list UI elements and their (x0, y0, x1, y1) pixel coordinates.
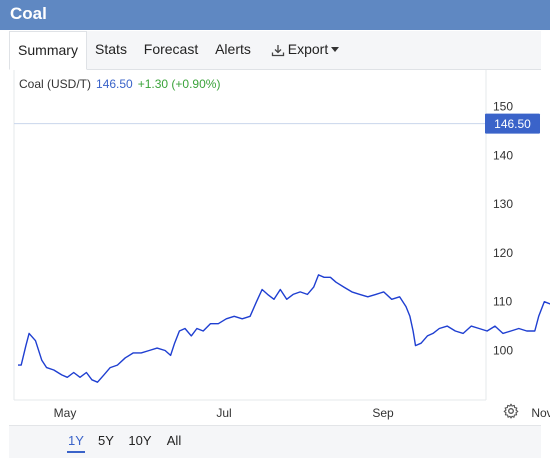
tab-summary[interactable]: Summary (9, 31, 87, 70)
plot-frame (13, 70, 487, 401)
instrument-name: Coal (USD/T) (19, 77, 92, 91)
tab-stats[interactable]: Stats (93, 31, 129, 69)
x-tick-label: Nov (531, 406, 550, 420)
caret-down-icon (331, 47, 340, 53)
range-5y-button[interactable]: 5Y (97, 433, 115, 448)
tab-alerts-label: Alerts (215, 41, 251, 57)
x-tick-label: Sep (372, 406, 394, 420)
export-label: Export (287, 41, 329, 57)
x-tick-label: May (54, 406, 77, 420)
quote-line: Coal (USD/T) 146.50 +1.30 (+0.90%) (19, 77, 220, 91)
y-tick-label: 100 (493, 344, 513, 358)
y-tick-label: 150 (493, 100, 513, 114)
export-menu-button[interactable]: Export (267, 31, 343, 69)
range-selector: 1Y 5Y 10Y All (9, 425, 541, 458)
series-line (18, 274, 550, 383)
last-price-tag-box (485, 113, 540, 134)
range-all-label: All (166, 433, 182, 448)
range-10y-label: 10Y (128, 433, 152, 448)
window-title: Coal (10, 4, 47, 23)
y-tick-label: 140 (493, 148, 513, 162)
tab-stats-label: Stats (95, 41, 127, 57)
y-tick-label: 130 (493, 197, 513, 211)
x-axis: MayJulSepNov2026Mar (54, 406, 550, 420)
download-icon (271, 44, 284, 56)
y-axis: 150 140 130 120 110 100 (493, 100, 513, 358)
range-1y-label: 1Y (68, 433, 84, 448)
title-bar: Coal (0, 0, 550, 30)
tab-forecast[interactable]: Forecast (143, 31, 199, 69)
gear-icon[interactable] (503, 403, 519, 419)
x-tick-label: Jul (216, 406, 231, 420)
last-price: 146.50 (96, 77, 133, 91)
range-10y-button[interactable]: 10Y (127, 433, 153, 448)
y-tick-label: 120 (493, 246, 513, 260)
tab-summary-label: Summary (18, 42, 78, 58)
range-5y-label: 5Y (98, 433, 114, 448)
tab-forecast-label: Forecast (143, 41, 199, 57)
price-change: +1.30 (+0.90%) (137, 77, 221, 91)
range-all-button[interactable]: All (165, 433, 183, 448)
last-price-tag: 146.50 (485, 113, 540, 134)
y-tick-label: 110 (493, 295, 512, 309)
tab-bar: Summary Stats Forecast Alerts Export (9, 31, 541, 70)
series-layer (18, 274, 550, 383)
last-price-tag-label: 146.50 (494, 117, 531, 131)
range-1y-button[interactable]: 1Y (67, 433, 85, 453)
tab-alerts[interactable]: Alerts (213, 31, 253, 69)
